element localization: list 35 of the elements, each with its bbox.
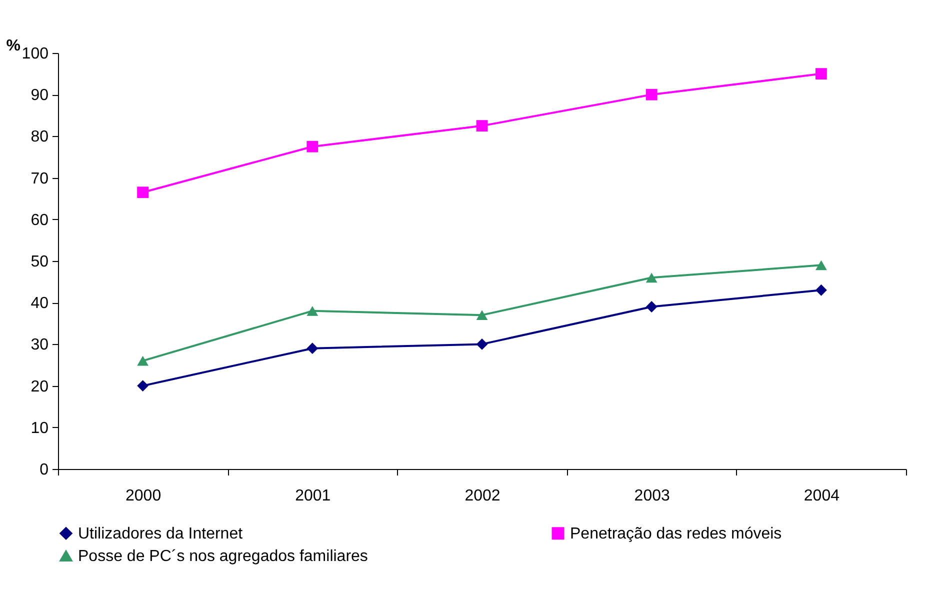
y-tick-label: 60 — [30, 212, 49, 229]
x-tick-label: 2000 — [126, 488, 162, 504]
x-tick-label: 2004 — [804, 488, 840, 504]
x-tick-label: 2001 — [295, 488, 331, 504]
legend-label: Utilizadores da Internet — [78, 525, 244, 542]
x-tick-label: 2003 — [634, 488, 670, 504]
y-tick-label: 50 — [30, 254, 49, 270]
point — [816, 68, 827, 80]
point — [306, 342, 318, 354]
y-tick-label: 70 — [30, 170, 49, 188]
y-axis-title: % — [6, 38, 20, 54]
y-tick-label: 90 — [30, 87, 49, 104]
point — [137, 380, 148, 392]
point — [816, 284, 827, 296]
legend-label: Posse de PC´s nos agregados familiares — [78, 548, 368, 565]
y-tick-label: 10 — [30, 420, 49, 437]
point — [646, 88, 658, 100]
y-tick-label: 30 — [30, 336, 49, 354]
y-tick-label: 80 — [30, 128, 49, 146]
point — [476, 310, 488, 320]
point — [306, 306, 318, 316]
point — [476, 338, 488, 350]
point — [306, 140, 318, 152]
y-tick-label: 100 — [22, 46, 49, 62]
point — [646, 272, 658, 283]
x-tick-label: 2002 — [464, 488, 500, 504]
point — [137, 356, 148, 366]
legend-label: Penetração das redes móveis — [570, 525, 782, 542]
point — [646, 301, 658, 312]
point — [816, 260, 827, 270]
y-tick-label: 20 — [30, 378, 49, 396]
y-tick-label: 40 — [30, 295, 49, 312]
y-tick-label: 0 — [40, 462, 49, 478]
point — [137, 186, 148, 198]
point — [476, 120, 488, 132]
